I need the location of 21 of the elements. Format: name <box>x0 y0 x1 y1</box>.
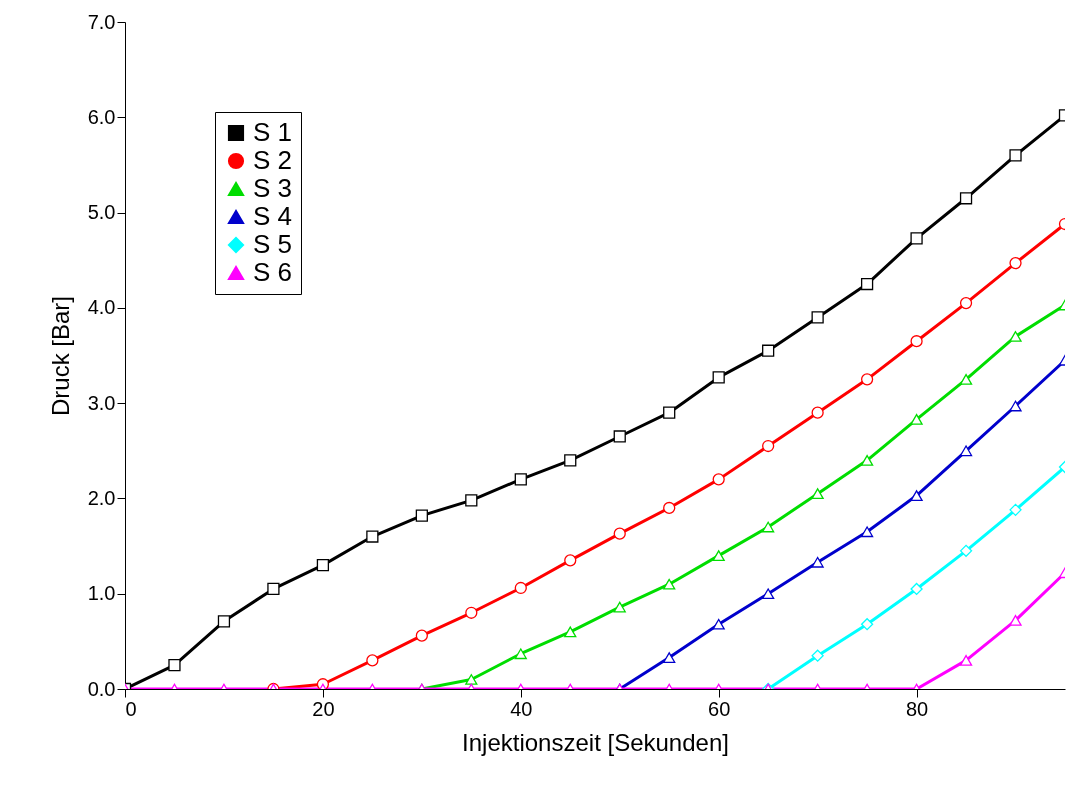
y-axis-title: Druck [Bar] <box>46 295 74 417</box>
x-tick-label: 0 <box>125 697 137 720</box>
legend-label: S 3 <box>253 173 293 203</box>
legend-label: S 5 <box>253 229 293 259</box>
legend-label: S 1 <box>253 117 293 147</box>
x-tick-label: 20 <box>312 697 335 720</box>
legend-label: S 2 <box>253 145 293 175</box>
y-tick-label: 7.0 <box>87 10 116 33</box>
y-tick-label: 2.0 <box>87 486 116 509</box>
legend-label: S 4 <box>253 201 293 231</box>
y-tick-label: 3.0 <box>87 391 116 414</box>
y-tick-label: 4.0 <box>87 296 116 319</box>
x-tick-label: 80 <box>905 697 929 720</box>
y-tick-label: 5.0 <box>87 201 116 224</box>
y-tick-label: 6.0 <box>87 105 116 128</box>
legend-label: S 6 <box>253 257 293 287</box>
x-axis-title: Injektionszeit [Sekunden] <box>462 728 729 756</box>
y-tick-label: 1.0 <box>87 582 116 605</box>
x-tick-label: 40 <box>510 697 533 720</box>
y-tick-label: 0.0 <box>87 677 116 700</box>
x-tick-label: 60 <box>708 697 731 720</box>
